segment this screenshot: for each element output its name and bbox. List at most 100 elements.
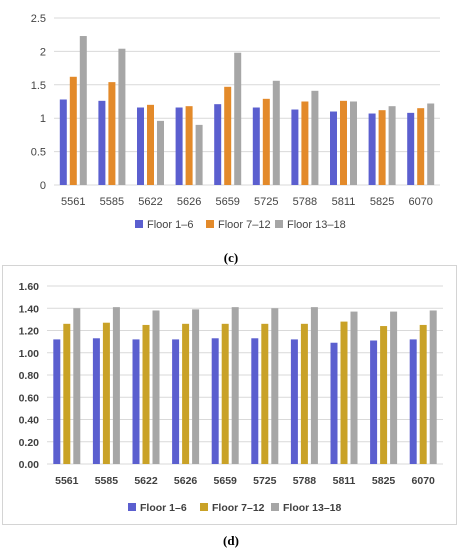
x-category-label: 5561 [55,475,79,487]
bar [73,308,81,464]
y-tick-label: 0.60 [19,392,40,404]
legend-label: Floor 7–12 [212,502,265,514]
bar [330,111,337,185]
y-tick-label: 1.00 [19,348,40,360]
bar [350,311,358,464]
x-category-label: 5811 [332,196,356,208]
bar [63,323,71,464]
bar [272,80,280,185]
y-tick-label: 0 [40,180,46,192]
bar [310,307,318,464]
chart-panel-c: 0 0.5 1 1.5 2 2.5 5561 5585 5622 5626 5659 5725 5788… [0,0,462,240]
x-category-label: 6070 [412,475,436,487]
bar [380,326,388,464]
bar [311,90,319,185]
bar [262,98,270,185]
x-category-label: 5788 [293,196,317,208]
bar [157,120,164,185]
legend-swatch [135,220,143,228]
bar [137,107,144,185]
y-tick-label: 0.5 [31,147,46,159]
bar [290,339,298,464]
panel-label-c: (c) [223,250,239,265]
bar [53,339,61,464]
x-category-label: 5659 [215,196,239,208]
x-category-label: 5626 [174,475,198,487]
bar [175,107,183,185]
legend-label: Floor 1–6 [147,219,193,231]
legend-swatch [200,503,208,511]
chart-panel-d: 0.00 0.20 0.40 0.60 0.80 1.00 1.20 1.40 1.60 5561… [2,265,457,525]
bar [211,338,219,464]
bar [378,110,386,185]
bar [291,109,299,185]
bar [419,324,427,464]
bar [172,339,180,464]
x-category-label: 5825 [370,196,394,208]
legend-swatch [128,503,136,511]
y-tick-label: 2 [40,46,46,58]
bar [59,99,67,185]
y-tick-label: 0.20 [19,437,40,449]
y-tick-label: 0.80 [19,370,40,382]
bar [427,103,435,185]
x-category-label: 5811 [333,475,356,487]
x-category-label: 5585 [100,196,124,208]
bar [368,113,376,185]
x-category-label: 5585 [95,475,119,487]
bar [102,322,110,464]
bar [231,307,239,464]
x-category-label: 5725 [253,475,277,487]
bar [98,100,106,185]
x-category-label: 5725 [254,196,278,208]
bar [252,107,260,185]
bar [390,311,398,464]
y-tick-label: 1.5 [31,80,46,92]
bar [407,112,415,185]
y-tick-label: 0.40 [19,415,40,427]
bar [251,338,259,464]
y-tick-label: 0.00 [19,459,40,471]
bar [429,310,437,464]
bar [182,323,190,464]
x-category-label: 5788 [293,475,317,487]
legend-label: Floor 7–12 [218,219,271,231]
x-category-label: 5561 [61,196,85,208]
bar [112,307,120,464]
bar [132,339,140,464]
bar [147,104,154,185]
bar [152,310,160,464]
bar [370,340,378,464]
bar [409,339,417,464]
legend-label: Floor 13–18 [287,219,346,231]
bar [221,323,229,464]
bar [340,100,347,185]
bar [417,108,425,185]
bar [214,104,222,185]
x-category-label: 5622 [138,196,162,208]
y-tick-label: 1.60 [19,281,40,293]
bar [192,309,200,464]
chart-c-svg: 0 0.5 1 1.5 2 2.5 5561 5585 5622 5626 5659 5725 5788… [31,13,440,231]
bar [224,86,232,185]
y-tick-label: 1 [40,113,46,125]
x-category-label: 6070 [408,196,432,208]
bar [300,323,308,464]
bar [108,82,116,185]
legend-swatch [275,220,283,228]
y-tick-label: 2.5 [31,13,46,25]
panel-label-d: (d) [223,533,239,548]
legend-label: Floor 1–6 [140,502,187,514]
legend-label: Floor 13–18 [283,502,342,514]
bar [330,342,338,464]
chart-d-svg: 0.00 0.20 0.40 0.60 0.80 1.00 1.20 1.40 1.60 5561… [19,281,443,514]
x-category-label: 5626 [177,196,201,208]
y-tick-label: 1.40 [19,303,40,315]
bar [271,308,279,464]
y-tick-label: 1.20 [19,326,40,338]
bar [69,76,77,185]
bar [92,338,100,464]
x-category-label: 5622 [134,475,158,487]
bar [388,106,396,185]
bar [261,323,269,464]
